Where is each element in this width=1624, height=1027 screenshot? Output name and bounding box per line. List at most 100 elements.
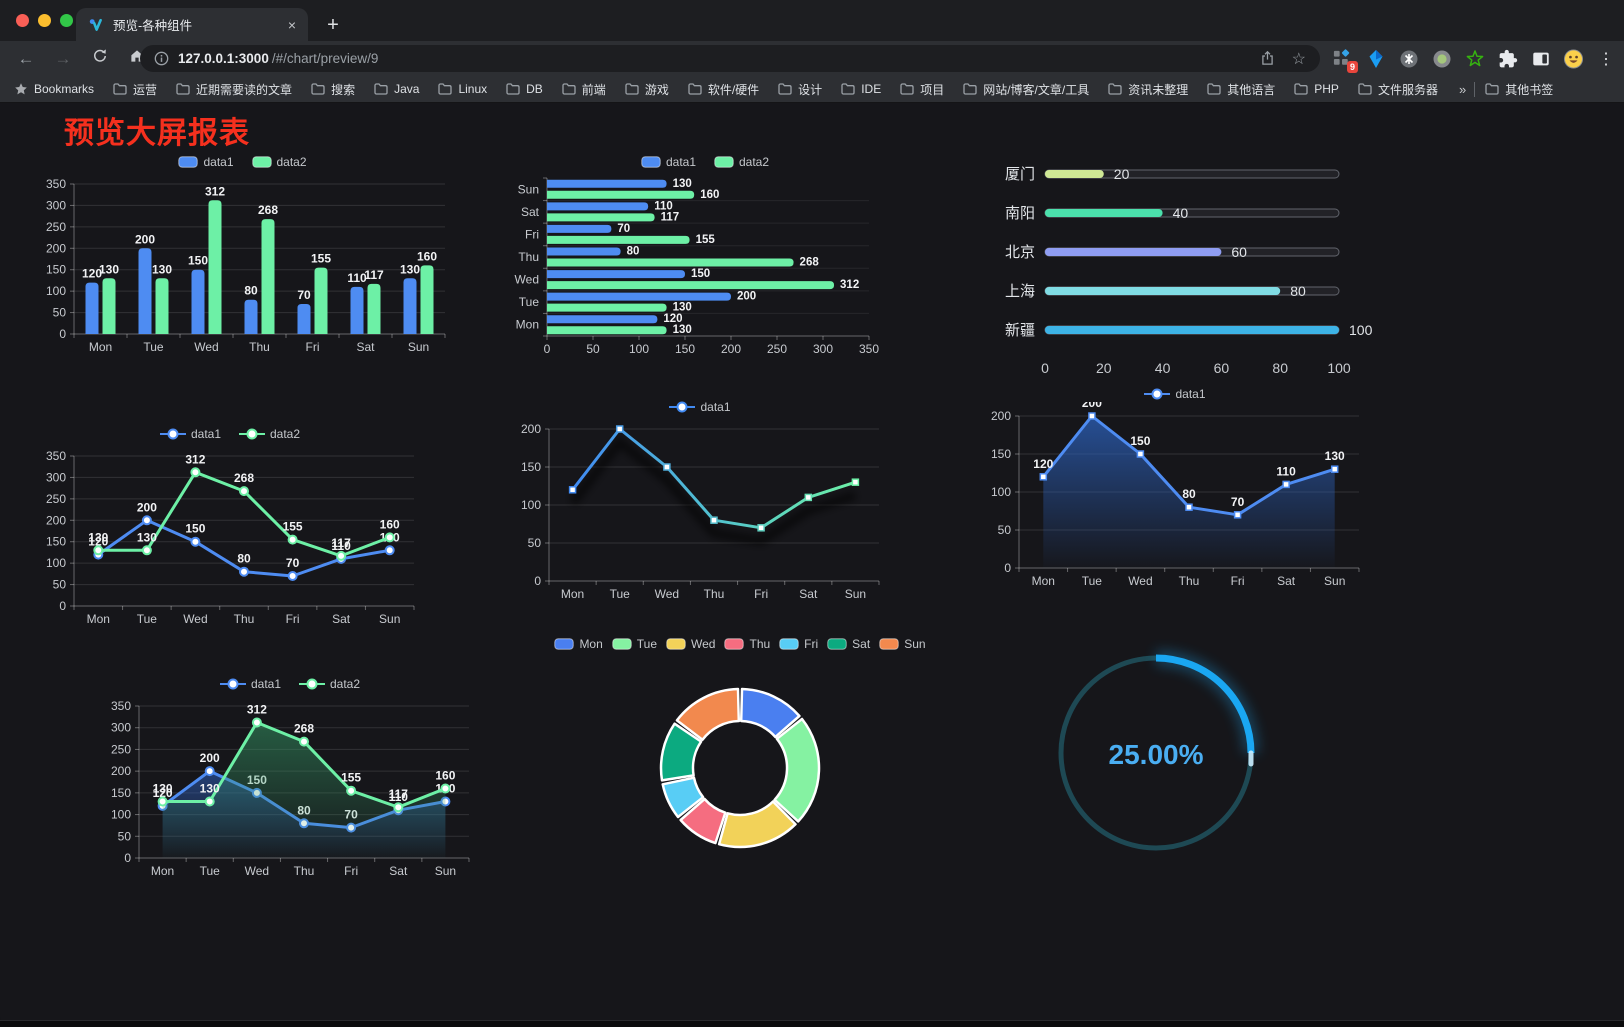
legend-item[interactable]: Sat [827,637,870,651]
site-info-icon[interactable] [154,51,169,66]
bookmarks-overflow-icon[interactable]: » [1458,81,1467,97]
bookmark-folder-item[interactable]: 搜索 [311,81,355,98]
svg-text:155: 155 [283,520,303,534]
legend-item[interactable]: data2 [299,677,360,691]
page-content: 预览大屏报表 data1 data2 0 50 100 150 200 250 300 350 Mo… [0,103,1624,1027]
bookmark-folder-item[interactable]: 其他语言 [1207,81,1275,98]
bookmark-folder-item[interactable]: 网站/博客/文章/工具 [963,81,1089,98]
tab-close-icon[interactable]: × [287,16,296,33]
svg-text:0: 0 [124,851,131,865]
bookmark-folder-item[interactable]: Linux [438,82,487,96]
new-tab-button[interactable]: + [327,14,339,36]
bookmark-folder-item[interactable]: 近期需要读的文章 [176,81,292,98]
folder-icon [625,83,639,95]
bookmarks-bar: Bookmarks 运营 近期需要读的文章 搜索 Java Linux DB 前端 游戏 软件/… [0,76,1624,103]
chart-canvas[interactable]: 厦门 20 南阳 40 北京 60 上海 80 新疆 100 0 20 40 60 80 100 [985,155,1380,395]
chart-canvas[interactable]: 0 50 100 150 200 250 300 350 Mon Tue Wed Thu Fri Sat S… [30,170,455,365]
svg-text:20: 20 [1096,360,1112,376]
legend-item[interactable]: Thu [724,637,770,651]
extension-grid-icon[interactable]: 9 [1332,48,1358,73]
extension-green-dot-icon[interactable] [1431,48,1452,69]
svg-text:Wed: Wed [183,612,207,626]
folder-icon [176,83,190,95]
svg-text:300: 300 [111,721,131,735]
svg-text:80: 80 [237,552,251,566]
tab-preview[interactable]: 预览-各种组件 × [76,8,308,41]
bookmark-folder-item[interactable]: 资讯未整理 [1108,81,1188,98]
legend-item[interactable]: Sun [879,637,926,651]
legend-item[interactable]: data2 [714,155,769,169]
minimize-window-button[interactable] [38,14,51,27]
bookmark-folder-item[interactable]: 运营 [113,81,157,98]
bookmark-folder-item[interactable]: 项目 [900,81,944,98]
chart-percent-gauge[interactable]: 25.00% [1040,630,1280,885]
bookmark-folder-item[interactable]: Java [374,82,419,96]
chart-line-two[interactable]: data1 data2 0 50 100 150 200 250 300 350 Mon Tue Wed… [30,425,430,637]
chart-hbar-grouped[interactable]: data1 data2 0 50 100 150 200 250 300 350 Sun 130 160… [505,153,905,365]
close-window-button[interactable] [16,14,29,27]
browser-menu-icon[interactable]: ⋮ [1598,50,1614,68]
chart-canvas[interactable]: 0 50 100 150 200 Mon Tue Wed Thu Fri Sat Sun 120 200 1… [975,396,1375,599]
bookmark-folder-item[interactable]: IDE [841,82,881,96]
legend-item[interactable]: data1 [178,155,234,169]
profile-avatar[interactable] [1563,48,1584,69]
extension-green-star-icon[interactable] [1464,48,1485,69]
chart-canvas[interactable]: 0 50 100 150 200 250 300 350 Sun 130 160 Sat 110 117 F… [505,170,905,365]
svg-text:20: 20 [1114,166,1130,182]
chart-canvas[interactable]: 0 50 100 150 200 250 300 350 Mon Tue Wed Thu Fri Sat S… [30,442,430,637]
legend-item[interactable]: Tue [612,637,657,651]
svg-text:0: 0 [1041,360,1049,376]
chart-week-donut[interactable]: Mon Tue Wed Thu Fri Sat Sun [545,635,935,875]
svg-text:150: 150 [46,535,66,549]
bookmarks-star-item[interactable]: Bookmarks [14,82,94,96]
bookmark-folder-item[interactable]: 游戏 [625,81,669,98]
legend-item[interactable]: data1 [1144,387,1206,401]
bookmark-folder-item[interactable]: 文件服务器 [1358,81,1438,98]
bookmark-folder-item[interactable]: 前端 [562,81,606,98]
legend-item[interactable]: data2 [251,155,307,169]
bookmark-folder-item[interactable]: 设计 [778,81,822,98]
zoom-window-button[interactable] [60,14,73,27]
chart-canvas[interactable]: 0 50 100 150 200 Mon Tue Wed Thu Fri Sat Sun [505,415,895,612]
legend-item[interactable]: Wed [666,637,715,651]
chart-canvas[interactable] [545,652,935,875]
side-panel-icon[interactable] [1530,48,1551,69]
legend-item[interactable]: data1 [219,677,281,691]
extension-kite-icon[interactable] [1365,48,1386,69]
extensions-puzzle-icon[interactable] [1497,48,1518,69]
folder-icon [113,83,127,95]
extension-circle-x-icon[interactable] [1398,48,1419,69]
bookmark-folder-item[interactable]: 软件/硬件 [688,81,759,98]
svg-text:117: 117 [331,536,351,550]
chart-line-gradient[interactable]: data1 0 50 100 150 200 Mon Tue Wed Thu Fri Sat Sun [505,398,895,612]
chart-canvas[interactable]: 0 50 100 150 200 250 300 350 Mon Tue Wed Thu Fri Sat S… [95,692,485,889]
svg-text:新疆: 新疆 [1005,322,1035,339]
other-bookmarks-item[interactable]: 其他书签 [1485,81,1553,98]
bookmark-star-icon[interactable]: ☆ [1291,50,1306,68]
legend-item[interactable]: data1 [641,155,696,169]
legend-item[interactable]: Fri [779,637,818,651]
forward-button[interactable]: → [54,48,72,68]
chart-canvas[interactable]: 25.00% [1040,630,1280,890]
home-button[interactable] [126,47,148,70]
legend-item[interactable]: data1 [159,427,221,441]
bookmark-folder-item[interactable]: PHP [1294,82,1339,96]
bookmark-folder-item[interactable]: DB [506,82,543,96]
chart-bar-grouped[interactable]: data1 data2 0 50 100 150 200 250 300 350 Mon Tue Wed… [30,153,455,365]
address-bar[interactable]: 127.0.0.1:3000 /#/chart/preview/9 ☆ [140,45,1320,72]
legend-item[interactable]: data2 [239,427,300,441]
reload-button[interactable] [89,47,111,70]
svg-text:120: 120 [1033,457,1053,471]
legend-item[interactable]: Mon [554,637,603,651]
share-icon[interactable] [1259,50,1276,67]
chart-city-progress[interactable]: 厦门 20 南阳 40 北京 60 上海 80 新疆 100 0 20 40 60 80 100 [985,155,1380,390]
chart-area-single[interactable]: data1 0 50 100 150 200 Mon Tue Wed Thu Fri Sat Sun 12… [975,385,1375,599]
svg-text:Fri: Fri [306,340,320,354]
legend-item[interactable]: data1 [669,400,731,414]
chart-area-two[interactable]: data1 data2 0 50 100 150 200 250 300 350 Mon Tue Wed… [95,675,485,889]
svg-text:200: 200 [46,513,66,527]
back-button[interactable]: ← [17,48,35,68]
svg-text:150: 150 [991,447,1011,461]
svg-text:150: 150 [675,342,695,356]
bookmarks-divider [1474,81,1476,97]
